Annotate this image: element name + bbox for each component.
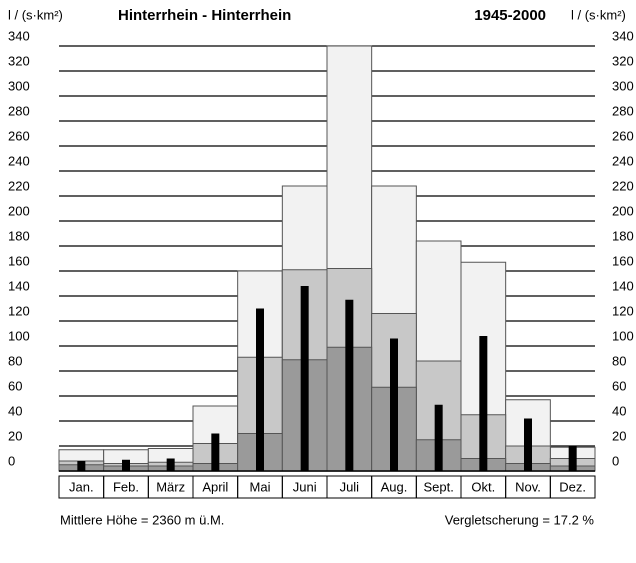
y-tick-label: 160 [8, 253, 30, 268]
x-tick-label: Dez. [559, 479, 586, 494]
x-tick-label: Feb. [113, 479, 139, 494]
mean-bar [345, 299, 354, 471]
y-tick-label: 80 [8, 353, 22, 368]
y2-tick-label: 220 [612, 178, 634, 193]
y2-tick-label: 160 [612, 253, 634, 268]
y2-tick-label: 280 [612, 103, 634, 118]
chart-title: Hinterrhein - Hinterrhein [118, 7, 291, 24]
y2-axis-label: l / (s·km²) [571, 7, 626, 22]
mean-bar [77, 461, 86, 471]
y2-tick-label: 120 [612, 303, 634, 318]
footer-left: Mittlere Höhe = 2360 m ü.M. [60, 512, 224, 527]
x-tick-label: Jan. [69, 479, 94, 494]
y-tick-label: 20 [8, 428, 22, 443]
y-tick-label: 120 [8, 303, 30, 318]
x-tick-label: Okt. [471, 479, 495, 494]
mean-bar [300, 286, 309, 471]
x-tick-label: Sept. [423, 479, 453, 494]
y-tick-label: 340 [8, 28, 30, 43]
y2-tick-label: 20 [612, 428, 626, 443]
y-tick-label: 300 [8, 78, 30, 93]
y2-tick-label: 100 [612, 328, 634, 343]
y-tick-label: 320 [8, 53, 30, 68]
mean-bar [256, 308, 264, 471]
y2-tick-label: 320 [612, 53, 634, 68]
y2-tick-label: 80 [612, 353, 626, 368]
y2-tick-label: 0 [612, 453, 619, 468]
y2-tick-label: 140 [612, 278, 634, 293]
y-tick-label: 180 [8, 228, 30, 243]
y-tick-label: 220 [8, 178, 30, 193]
x-tick-label: Aug. [381, 479, 408, 494]
y-tick-label: 200 [8, 203, 30, 218]
category-cell [549, 475, 596, 499]
y-tick-label: 240 [8, 153, 30, 168]
y2-tick-label: 40 [612, 403, 626, 418]
x-tick-label: Juli [340, 479, 360, 494]
mean-bar [524, 418, 532, 471]
mean-bar [434, 404, 443, 471]
footer-right: Vergletscherung = 17.2 % [445, 512, 595, 527]
x-tick-label: Juni [293, 479, 317, 494]
y2-tick-label: 260 [612, 128, 634, 143]
y-tick-label: 260 [8, 128, 30, 143]
mean-bar [166, 458, 175, 471]
y2-tick-label: 60 [612, 378, 626, 393]
y-axis-label: l / (s·km²) [8, 7, 63, 22]
mean-bar [211, 433, 220, 471]
y-tick-label: 40 [8, 403, 22, 418]
mean-bar [390, 338, 398, 471]
x-tick-label: April [202, 479, 228, 494]
y-tick-label: 60 [8, 378, 22, 393]
mean-bar [479, 336, 488, 471]
y2-tick-label: 340 [612, 28, 634, 43]
mean-bar [568, 446, 577, 471]
period: 1945-2000 [474, 7, 546, 24]
y2-tick-label: 300 [612, 78, 634, 93]
x-tick-label: März [156, 479, 185, 494]
y-tick-label: 100 [8, 328, 30, 343]
x-tick-label: Mai [250, 479, 271, 494]
y-tick-label: 140 [8, 278, 30, 293]
y2-tick-label: 240 [612, 153, 634, 168]
y2-tick-label: 180 [612, 228, 634, 243]
mean-bar [122, 459, 130, 471]
y-tick-label: 280 [8, 103, 30, 118]
y-tick-label: 0 [8, 453, 15, 468]
x-tick-label: Nov. [515, 479, 541, 494]
y2-tick-label: 200 [612, 203, 634, 218]
